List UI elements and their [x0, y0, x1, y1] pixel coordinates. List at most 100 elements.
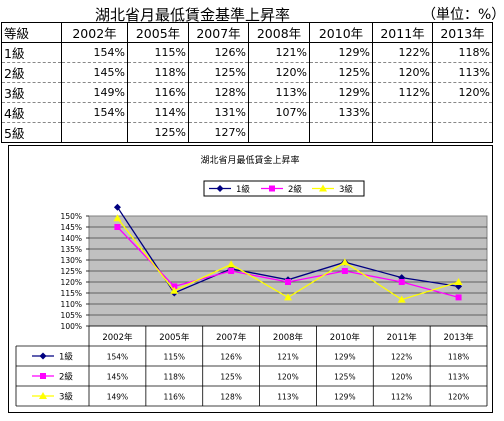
wage-table: 等級 2002年 2005年 2007年 2008年 2010年 2011年 2013年 1級 1… [1, 22, 493, 143]
table-legend-marker [39, 392, 47, 399]
table-value: 118% [164, 373, 185, 382]
table-series-name: 3級 [59, 392, 73, 403]
table-row: 2級 145% 118% 125% 120% 125% 120% 113% [1, 62, 493, 83]
data-point [170, 286, 179, 294]
x-category-label: 2013年 [444, 332, 475, 343]
table-cell [309, 122, 373, 143]
table-cell [432, 122, 493, 143]
table-value: 149% [107, 393, 128, 402]
grade-label: 4級 [1, 102, 62, 123]
table-cell: 121% [248, 42, 310, 63]
grade-label: 3級 [1, 82, 62, 103]
table-cell [61, 122, 128, 143]
table-row: 3級 149% 116% 128% 113% 129% 112% 120% [1, 82, 493, 103]
table-cell: 116% [127, 82, 189, 103]
table-value: 113% [277, 393, 298, 402]
table-value: 120% [277, 373, 298, 382]
data-point [114, 224, 121, 230]
x-category-label: 2005年 [159, 332, 190, 343]
column-header: 2005年 [127, 22, 189, 43]
data-point [341, 268, 348, 274]
table-cell: 112% [372, 82, 433, 103]
table-cell: 128% [188, 82, 249, 103]
table-header-row: 等級 2002年 2005年 2007年 2008年 2010年 2011年 2013年 [1, 22, 493, 43]
data-point [398, 279, 405, 285]
data-point [285, 279, 291, 285]
y-tick-label: 125% [61, 267, 82, 276]
table-cell: 154% [61, 42, 128, 63]
y-tick-label: 150% [61, 212, 82, 221]
table-cell: 126% [188, 42, 249, 63]
table-cell [248, 122, 310, 143]
table-cell: 107% [248, 102, 310, 123]
legend-marker-triangle [319, 184, 327, 192]
y-tick-label: 105% [61, 311, 82, 320]
column-header: 2008年 [248, 22, 310, 43]
column-header: 2013年 [432, 22, 493, 43]
table-cell: 113% [248, 82, 310, 103]
table-cell: 133% [309, 102, 373, 123]
table-value: 120% [448, 393, 469, 402]
y-tick-label: 145% [61, 223, 82, 232]
table-cell: 129% [309, 82, 373, 103]
x-category-label: 2010年 [330, 332, 361, 343]
y-tick-label: 130% [61, 256, 82, 265]
table-value: 128% [220, 393, 241, 402]
data-point [454, 278, 463, 285]
table-cell: 120% [372, 62, 433, 83]
table-cell: 154% [61, 102, 128, 123]
table-cell [372, 102, 433, 123]
data-point [284, 293, 292, 301]
table-cell [432, 102, 493, 123]
table-series-name: 1級 [59, 352, 73, 363]
line-chart: 湖北省月最低賃金上昇率 1級 2級 3級 100% 105% 110% 115% 120% 125… [15, 154, 488, 407]
table-legend-marker [39, 352, 47, 360]
table-cell: 127% [188, 122, 249, 143]
data-point [455, 294, 462, 301]
unit-label: （単位：%） [422, 7, 504, 23]
table-value: 122% [391, 353, 412, 362]
table-cell: 114% [127, 102, 189, 123]
table-value: 129% [334, 393, 355, 402]
chart-container: 湖北省月最低賃金上昇率 1級 2級 3級 100% 105% 110% 115% 120% 125… [8, 145, 493, 413]
legend-entry: 1級 [236, 184, 250, 195]
table-cell: 131% [188, 102, 249, 123]
table-value: 116% [164, 393, 185, 402]
data-point [113, 214, 122, 222]
legend-entry: 2級 [288, 184, 302, 195]
data-point [227, 260, 236, 268]
table-cell: 145% [61, 62, 128, 83]
table-value: 118% [448, 353, 469, 362]
table-row: 1級 154% 115% 126% 121% 129% 122% 118% [1, 42, 493, 63]
table-cell: 122% [372, 42, 433, 63]
legend-marker-diamond [216, 185, 224, 192]
column-header: 2007年 [188, 22, 249, 43]
table-cell: 125% [309, 62, 373, 83]
table-value: 120% [391, 373, 412, 382]
table-cell: 118% [432, 42, 493, 63]
table-row: 5級 125% 127% [1, 122, 493, 143]
table-value: 129% [334, 353, 355, 362]
grade-label: 2級 [1, 62, 62, 83]
y-tick-label: 140% [61, 234, 82, 243]
table-cell: 113% [432, 62, 493, 83]
y-tick-label: 135% [61, 245, 82, 254]
table-value: 126% [220, 353, 241, 362]
table-cell: 120% [432, 82, 493, 103]
grade-label: 5級 [1, 122, 62, 143]
table-series-name: 2級 [59, 372, 73, 383]
table-cell [372, 122, 433, 143]
table-row: 4級 154% 114% 131% 107% 133% [1, 102, 493, 123]
x-category-label: 2008年 [273, 332, 304, 343]
table-cell: 118% [127, 62, 189, 83]
grade-header: 等級 [1, 22, 62, 43]
table-cell: 125% [127, 122, 189, 143]
table-value: 145% [107, 373, 128, 382]
table-cell: 125% [188, 62, 249, 83]
grade-label: 1級 [1, 42, 62, 63]
data-point [228, 268, 235, 274]
data-point [113, 203, 121, 211]
table-legend-marker [40, 373, 46, 379]
legend-entry: 3級 [339, 184, 353, 195]
legend-box [203, 180, 365, 197]
